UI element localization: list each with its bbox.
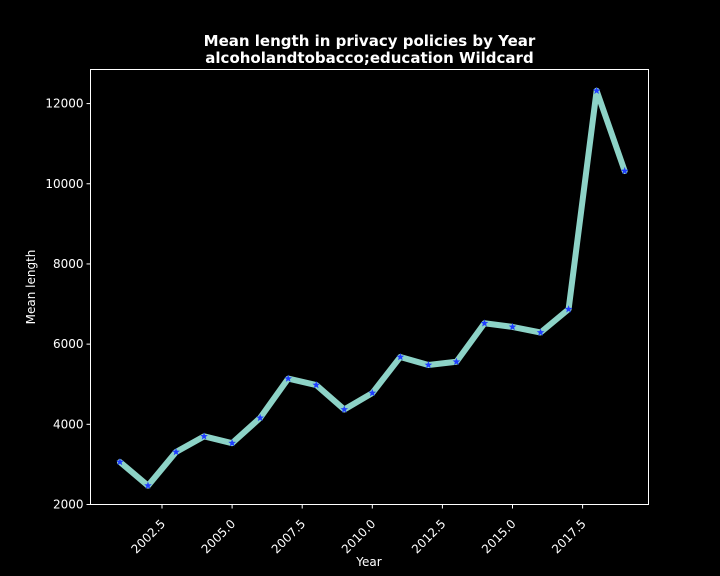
data-point-marker (424, 360, 433, 369)
data-point-marker (564, 305, 573, 313)
y-tick-label: 8000 (53, 257, 84, 271)
x-tick-label: 2002.5 (129, 517, 169, 557)
plot-frame (90, 69, 649, 505)
series-layer (116, 86, 629, 489)
data-point-marker (284, 374, 292, 382)
y-tick-label: 10000 (45, 177, 83, 191)
y-axis-label: Mean length (24, 250, 38, 325)
data-point-marker (144, 481, 152, 489)
x-tick-label: 2007.5 (269, 517, 309, 557)
y-tick-label: 4000 (53, 417, 84, 431)
y-axis: 2000 4000 6000 8000 10000 12000 (45, 97, 91, 512)
x-tick-label: 2017.5 (549, 517, 589, 557)
data-point-marker (340, 405, 349, 413)
chart-title: Mean length in privacy policies by Year (204, 32, 536, 50)
x-tick-label: 2005.0 (199, 517, 239, 557)
data-point-marker (452, 357, 461, 366)
data-point-marker (312, 381, 321, 389)
y-tick-label: 2000 (53, 498, 84, 512)
data-point-marker (228, 439, 236, 447)
x-axis-label: Year (355, 555, 381, 569)
data-point-marker (480, 319, 489, 327)
series-line (116, 87, 628, 489)
y-tick-label: 12000 (45, 97, 83, 111)
x-axis: 2002.5 2005.0 2007.5 2010.0 2012.5 2015.0 2017… (129, 504, 589, 557)
x-tick-label: 2012.5 (409, 517, 449, 557)
x-tick-label: 2015.0 (479, 517, 519, 557)
data-point-marker (592, 86, 601, 94)
x-tick-label: 2010.0 (339, 517, 379, 557)
data-point-marker (536, 328, 545, 336)
data-point-marker (172, 447, 180, 456)
chart-subtitle: alcoholandtobacco;education Wildcard (205, 49, 533, 67)
data-point-marker (620, 166, 629, 175)
y-tick-label: 6000 (53, 337, 84, 351)
data-point-marker (396, 352, 405, 361)
data-point-marker (368, 389, 377, 397)
data-point-marker (508, 322, 517, 331)
data-point-marker (116, 458, 124, 466)
data-point-marker (200, 432, 208, 440)
data-point-marker (256, 413, 264, 422)
